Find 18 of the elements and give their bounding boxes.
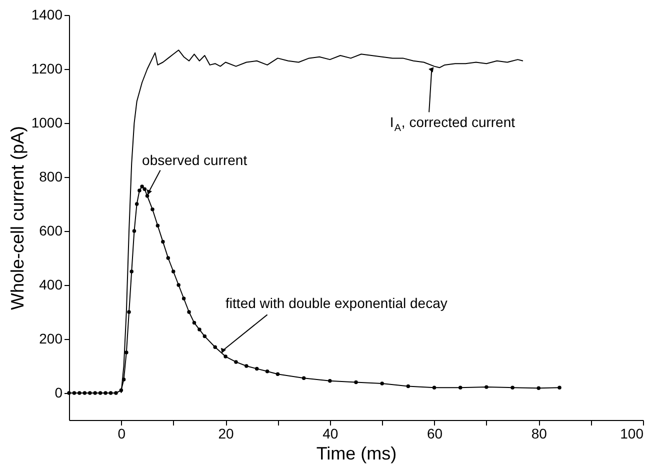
y-tick-label: 800 bbox=[39, 168, 63, 184]
annotation: fitted with double exponential decay bbox=[226, 294, 448, 311]
x-axis-title: Time (ms) bbox=[316, 444, 397, 464]
y-tick-label: 1200 bbox=[31, 60, 63, 76]
x-tick-label: 0 bbox=[118, 426, 126, 442]
y-axis-title: Whole-cell current (pA) bbox=[7, 126, 28, 310]
x-tick-label: 20 bbox=[218, 426, 234, 442]
annotation: observed current bbox=[142, 152, 248, 168]
x-tick-label: 40 bbox=[322, 426, 338, 442]
x-tick-label: 60 bbox=[426, 426, 443, 442]
y-tick-label: 400 bbox=[39, 276, 63, 292]
y-tick-label: 200 bbox=[39, 330, 63, 346]
y-tick-label: 0 bbox=[54, 384, 63, 400]
y-tick-label: 1400 bbox=[31, 6, 63, 22]
x-tick-label: 80 bbox=[531, 426, 548, 442]
x-tick-label: 100 bbox=[620, 426, 644, 442]
y-tick-label: 600 bbox=[39, 222, 63, 238]
y-tick-label: 1000 bbox=[31, 114, 63, 130]
